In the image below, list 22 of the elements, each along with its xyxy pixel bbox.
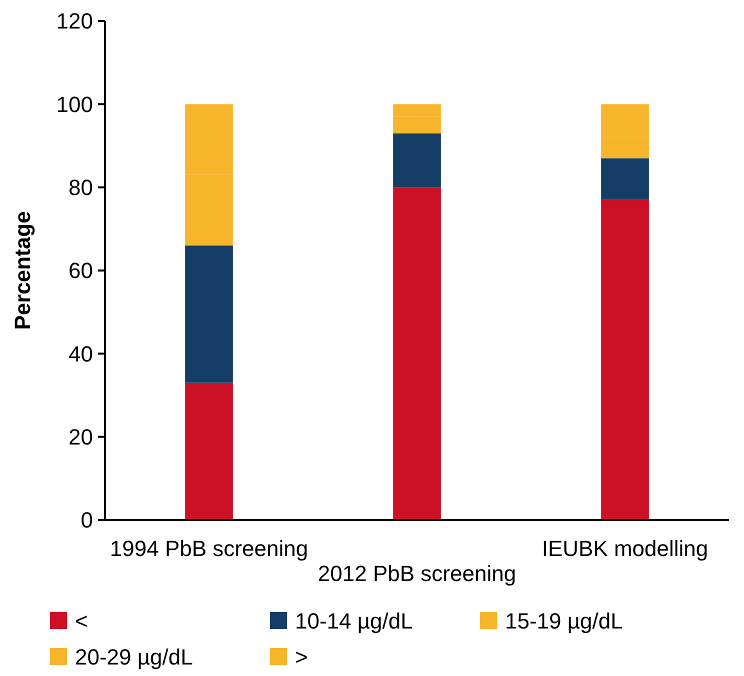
y-tick-label: 0: [80, 508, 93, 533]
legend-label: 20-29 µg/dL: [75, 644, 193, 670]
x-tick-label: 1994 PbB screening: [110, 536, 308, 561]
bar: [393, 187, 441, 520]
legend-label: 15-19 µg/dL: [505, 608, 623, 634]
bar: [601, 200, 649, 520]
y-tick-label: 80: [68, 175, 93, 200]
bar: [601, 158, 649, 200]
y-tick-label: 100: [56, 92, 93, 117]
legend-label: >: [295, 644, 308, 670]
legend-label: 10-14 µg/dL: [295, 608, 413, 634]
bar: [393, 133, 441, 188]
bar: [185, 382, 233, 520]
y-axis-title: Percentage: [10, 211, 35, 330]
y-tick-label: 120: [56, 8, 93, 34]
legend-label: <: [75, 608, 88, 634]
bar: [185, 246, 233, 383]
y-tick-label: 20: [68, 424, 93, 450]
y-tick-label: 60: [68, 258, 93, 284]
x-tick-label: IEUBK modelling: [542, 536, 708, 561]
y-tick-label: 40: [68, 341, 93, 366]
x-tick-label: 2012 PbB screening: [318, 561, 516, 586]
